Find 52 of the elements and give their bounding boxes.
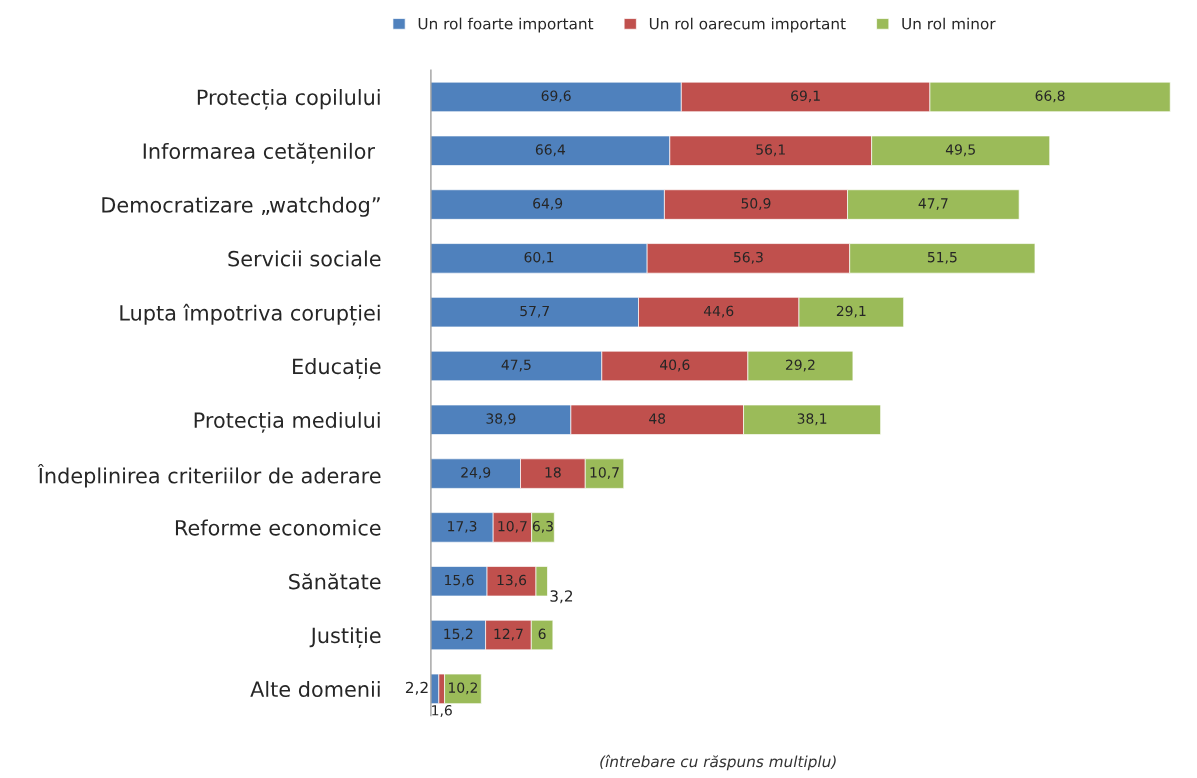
y-tick-label: Protecția mediului <box>194 411 380 433</box>
data-label: 24,9 <box>461 467 491 480</box>
data-label: 10,2 <box>449 682 478 695</box>
data-label: 57,7 <box>520 305 549 318</box>
data-label: 29,2 <box>785 359 815 372</box>
data-label: 10,7 <box>590 467 619 480</box>
legend-label: Un rol oarecum important <box>649 17 846 33</box>
data-label: 47,5 <box>501 359 531 372</box>
data-label: 60,1 <box>524 251 554 264</box>
data-label: 1,6 <box>432 704 452 717</box>
data-label: 56,3 <box>734 251 763 264</box>
data-label: 49,5 <box>945 144 975 157</box>
data-label: 51,5 <box>927 252 957 264</box>
data-label: 48 <box>649 413 666 424</box>
data-label: 56,1 <box>756 144 785 157</box>
data-label: 13,6 <box>497 574 527 587</box>
y-tick-label: Educație <box>293 358 381 379</box>
y-tick-label: Sănătate <box>289 573 381 590</box>
data-label: 6,3 <box>532 520 553 533</box>
y-tick-label: Justiție <box>309 627 381 648</box>
y-tick-label: Îndeplinirea criteriilor de aderare <box>37 463 381 488</box>
data-label: 38,9 <box>486 413 516 426</box>
data-label: 69,1 <box>791 90 820 103</box>
y-tick-label: Lupta împotriva corupției <box>120 303 380 326</box>
data-label: 29,1 <box>836 305 866 318</box>
data-label: 6 <box>538 628 546 640</box>
y-tick-label: Informarea cetățenilor <box>143 142 375 164</box>
data-label: 64,9 <box>533 198 563 210</box>
data-label: 38,1 <box>797 413 827 426</box>
data-label: 15,6 <box>445 574 474 587</box>
data-label: 2,2 <box>405 681 428 695</box>
data-label: 50,9 <box>741 198 771 210</box>
y-tick-label: Reforme economice <box>175 519 381 536</box>
legend-label: Un rol minor <box>902 17 996 30</box>
data-label: 47,7 <box>918 198 948 210</box>
data-label: 18 <box>545 467 561 478</box>
legend-label: Un rol foarte important <box>418 17 594 33</box>
data-label: 12,7 <box>494 628 523 641</box>
data-label: 10,7 <box>498 520 527 533</box>
data-label: 3,2 <box>550 590 573 604</box>
data-label: 15,2 <box>444 628 473 641</box>
data-label: 17,3 <box>448 520 477 533</box>
data-label: 66,8 <box>1035 90 1065 103</box>
data-label: 40,6 <box>660 359 690 372</box>
y-tick-label: Servicii sociale <box>228 250 381 267</box>
data-label: 44,6 <box>703 305 734 318</box>
y-tick-label: Protecția copilului <box>197 89 380 110</box>
data-label: 66,4 <box>535 144 566 157</box>
y-tick-label: Alte domenii <box>250 680 380 698</box>
data-label: 69,6 <box>541 90 571 103</box>
y-tick-label: Democratizare „watchdog” <box>102 196 380 217</box>
text: (întrebare cu răspuns multiplu) <box>600 754 836 771</box>
